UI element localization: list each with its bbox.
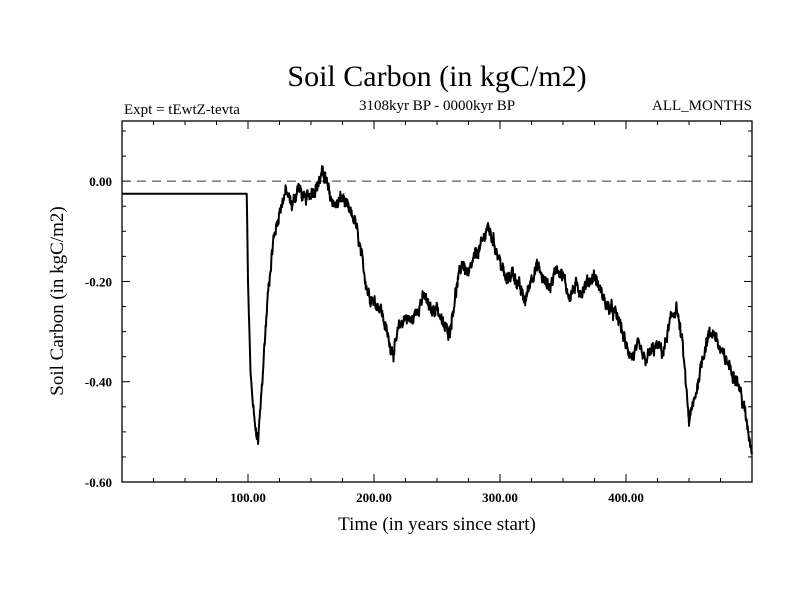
x-tick-label: 100.00 [230,490,266,505]
y-tick-label: -0.40 [85,375,112,390]
x-axis-label: Time (in years since start) [338,514,536,535]
experiment-label: Expt = tEwtZ-tevta [124,102,240,118]
time-range-label: 3108kyr BP - 0000kyr BP [359,98,515,114]
y-tick-label: -0.60 [85,475,112,490]
chart-title: Soil Carbon (in kgC/m2) [287,60,586,93]
plot-frame [121,120,753,483]
y-tick-label: -0.20 [85,274,112,289]
y-tick-label: 0.00 [89,174,112,189]
y-axis-label: Soil Carbon (in kgC/m2) [47,206,68,395]
x-tick-label: 200.00 [356,490,392,505]
x-tick-label: 400.00 [608,490,644,505]
axis-ticks: 100.00 200.00 300.00 400.00 0.00 -0.20 -0.40 -0… [85,121,752,505]
x-tick-label: 300.00 [482,490,518,505]
series-line [122,165,753,455]
months-label: ALL_MONTHS [652,98,752,114]
